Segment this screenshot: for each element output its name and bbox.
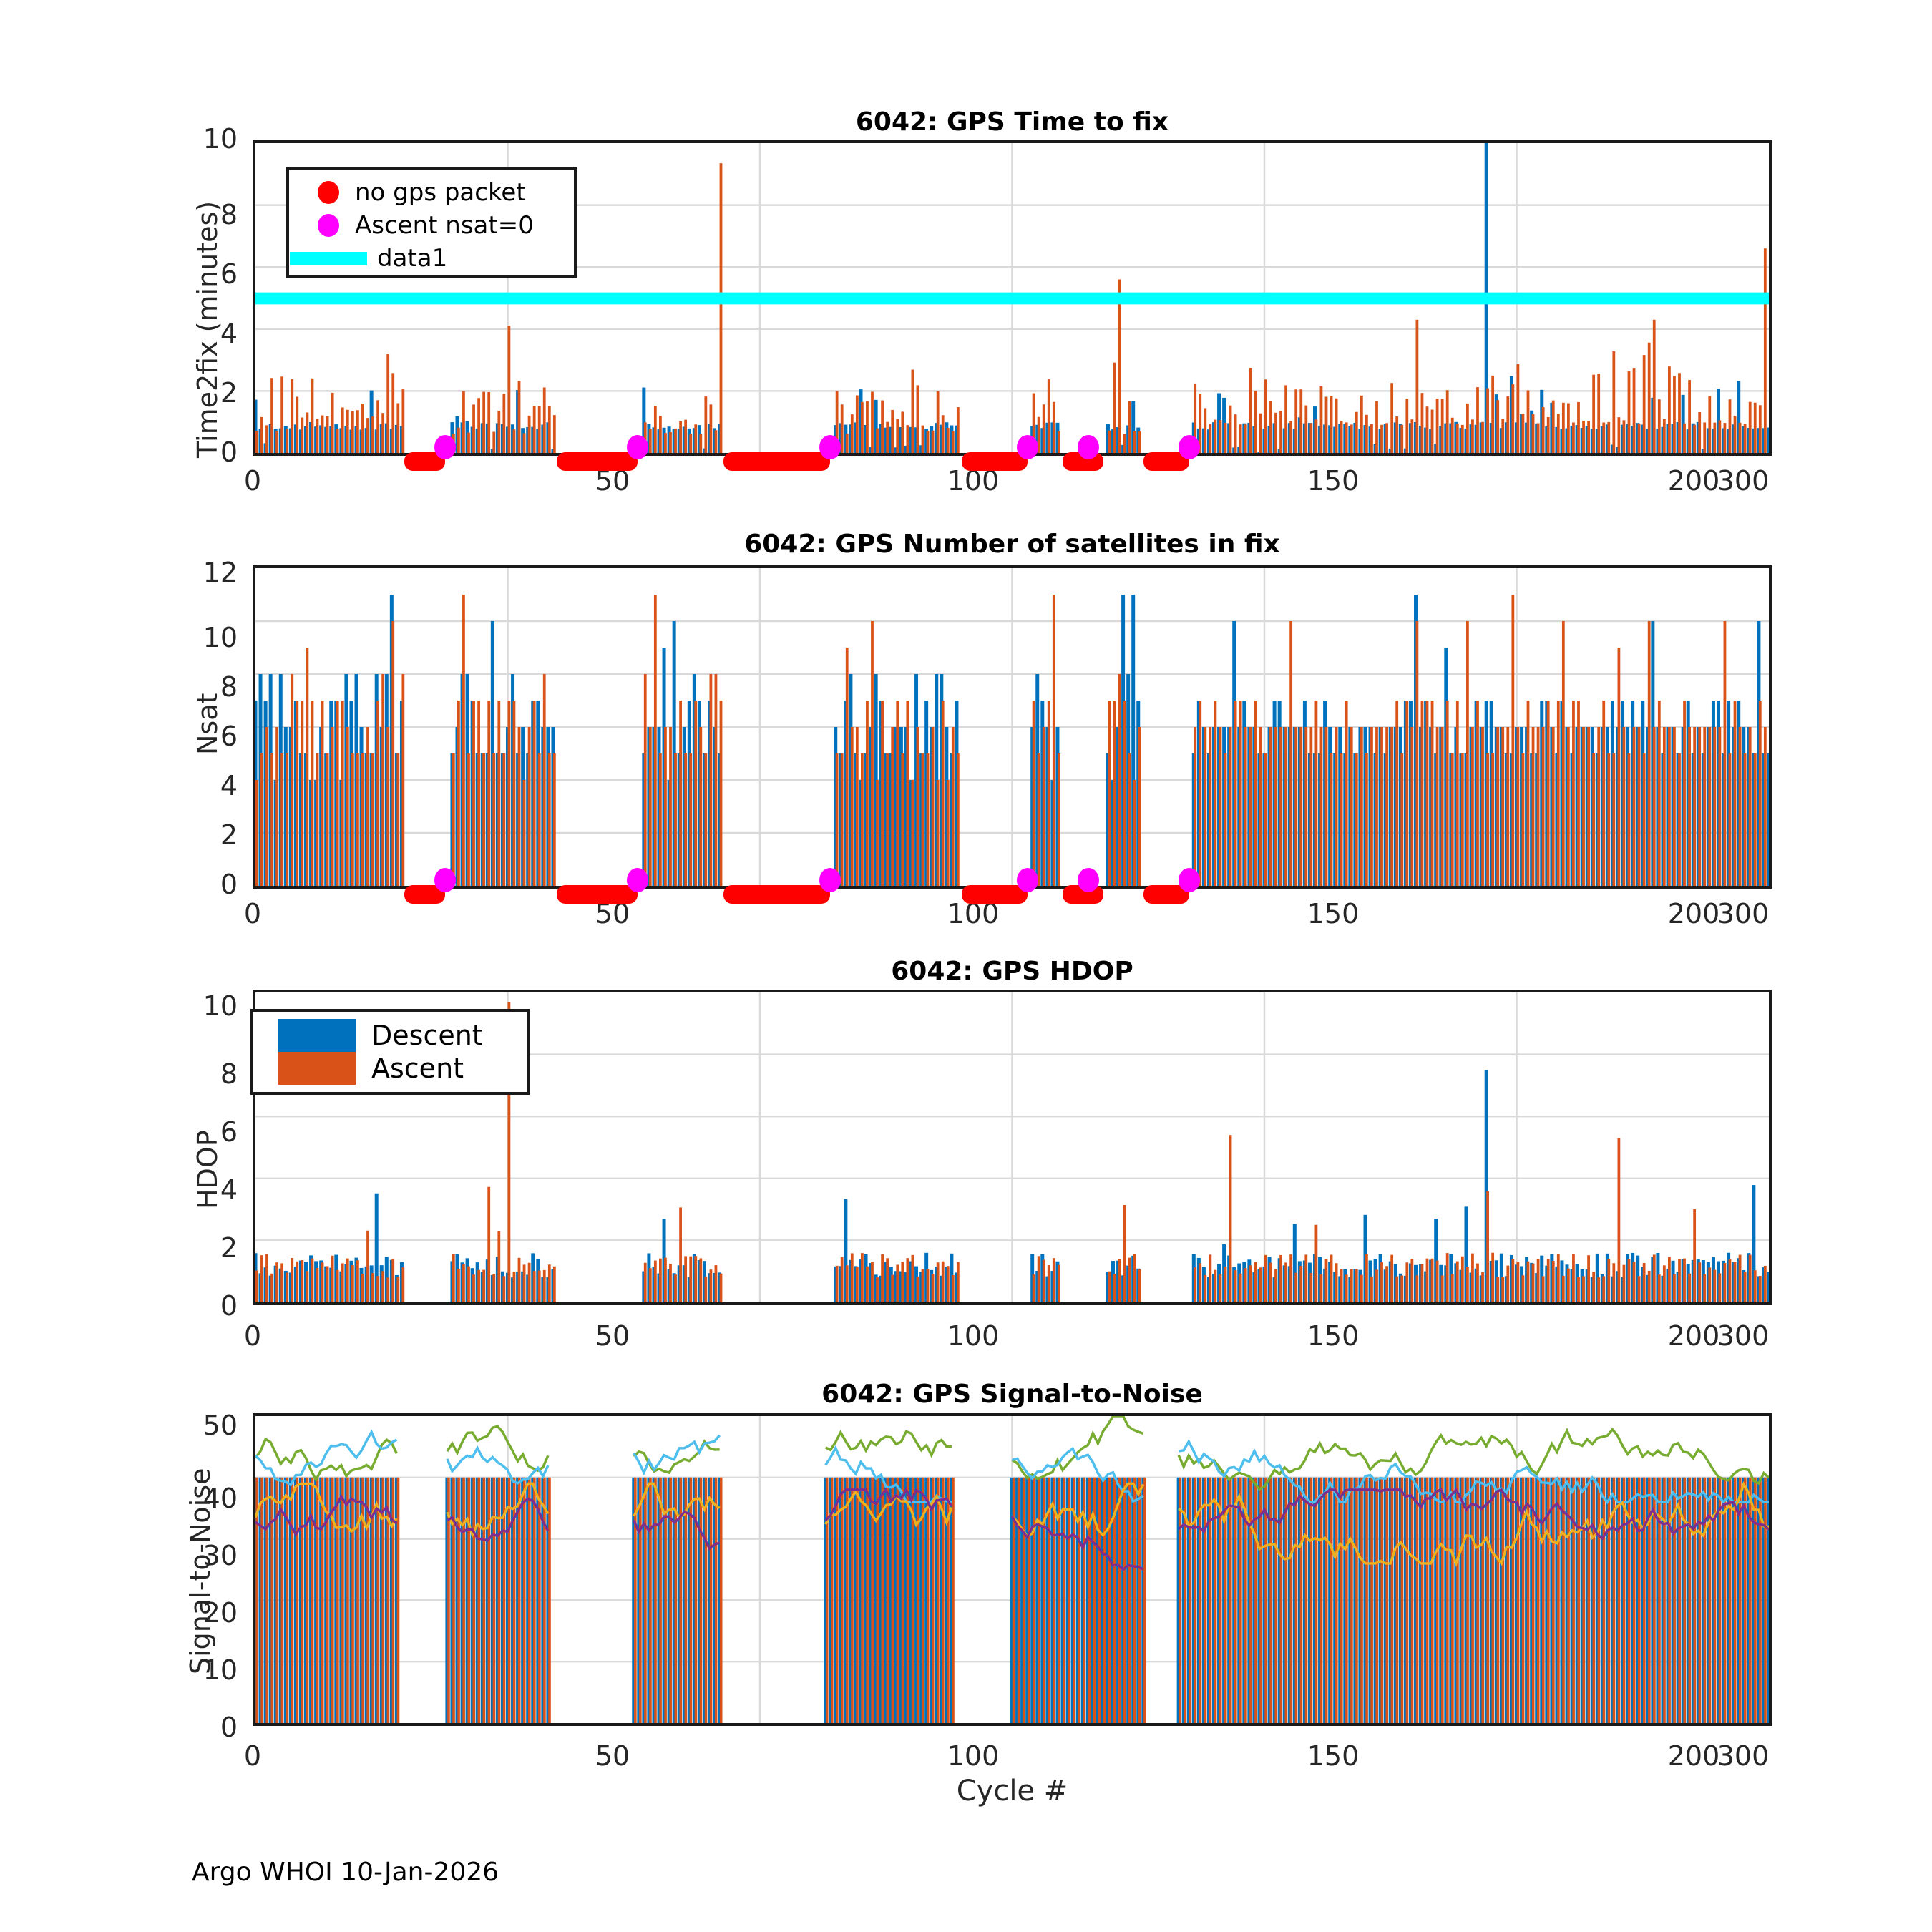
legend-label-ascent-nsat0: Ascent nsat=0: [355, 211, 534, 240]
ytick-time2fix-2: 2: [220, 377, 238, 409]
ytick-nsat-10: 10: [203, 622, 238, 653]
xtick-nsat-300: 300: [1717, 898, 1770, 930]
panel-title-snr: 6042: GPS Signal-to-Noise: [821, 1380, 1203, 1409]
no-gps-packet-segment: [723, 452, 830, 471]
ytick-hdop-0: 0: [220, 1290, 238, 1322]
legend-label-data1: data1: [377, 244, 448, 273]
ascent-nsat0-marker: [1179, 435, 1201, 459]
x-axis-label: Cycle #: [956, 1775, 1068, 1807]
legend-item-no-gps-packet: no gps packet: [318, 178, 526, 207]
ytick-time2fix-0: 0: [220, 436, 238, 468]
legend-item-descent: Descent: [278, 1019, 483, 1052]
ytick-time2fix-8: 8: [220, 199, 238, 230]
ytick-nsat-12: 12: [203, 557, 238, 588]
ascent-nsat0-marker: [434, 868, 456, 892]
no-gps-packet-segment: [723, 885, 830, 904]
ytick-snr-40: 40: [203, 1483, 238, 1514]
ytick-hdop-10: 10: [203, 990, 238, 1022]
xtick-snr-150: 150: [1307, 1740, 1360, 1772]
ytick-snr-50: 50: [203, 1410, 238, 1441]
legend-dot-ascent-nsat0: [318, 214, 339, 237]
xtick-snr-300: 300: [1717, 1740, 1770, 1772]
xtick-hdop-300: 300: [1717, 1320, 1770, 1352]
xtick-time2fix-300: 300: [1717, 465, 1770, 497]
no-gps-packet-segment: [961, 452, 1028, 471]
ytick-nsat-4: 4: [220, 770, 238, 801]
ytick-hdop-6: 6: [220, 1116, 238, 1148]
plot-area-snr: [253, 1413, 1772, 1726]
xtick-hdop-50: 50: [595, 1320, 630, 1352]
snr-bars-and-lines: [255, 1416, 1769, 1723]
ascent-nsat0-marker: [626, 435, 648, 459]
panel-title-hdop: 6042: GPS HDOP: [891, 957, 1133, 986]
time2fix-bars: [255, 143, 1769, 453]
legend-label-ascent: Ascent: [371, 1053, 464, 1084]
ytick-hdop-4: 4: [220, 1174, 238, 1206]
xtick-hdop-100: 100: [947, 1320, 1000, 1352]
no-gps-packet-segment: [961, 885, 1028, 904]
legend-label-descent: Descent: [371, 1020, 483, 1051]
ytick-snr-30: 30: [203, 1540, 238, 1571]
xtick-hdop-0: 0: [243, 1320, 262, 1352]
ascent-nsat0-marker: [1077, 435, 1099, 459]
ytick-nsat-2: 2: [220, 819, 238, 851]
ytick-time2fix-6: 6: [220, 258, 238, 290]
xtick-snr-200: 200: [1667, 1740, 1720, 1772]
figure-footer: Argo WHOI 10-Jan-2026: [192, 1858, 499, 1887]
plot-area-nsat: [253, 565, 1772, 889]
nsat-bars: [255, 568, 1769, 886]
ytick-snr-20: 20: [203, 1597, 238, 1629]
ytick-nsat-6: 6: [220, 721, 238, 752]
no-gps-packet-segment: [556, 885, 638, 904]
ytick-nsat-0: 0: [220, 869, 238, 900]
legend-line-data1: [290, 251, 367, 265]
legend-dot-no-gps-packet: [318, 181, 339, 204]
ascent-nsat0-marker: [1016, 435, 1038, 459]
ytick-time2fix-10: 10: [203, 123, 238, 155]
ascent-nsat0-marker: [819, 435, 841, 459]
legend-label-no-gps-packet: no gps packet: [355, 178, 526, 207]
xtick-hdop-200: 200: [1667, 1320, 1720, 1352]
ytick-hdop-2: 2: [220, 1232, 238, 1264]
ascent-nsat0-marker: [1016, 868, 1038, 892]
ascent-nsat0-marker: [1077, 868, 1099, 892]
ascent-nsat0-marker: [434, 435, 456, 459]
panel-title-nsat: 6042: GPS Number of satellites in fix: [744, 530, 1280, 559]
legend-item-ascent: Ascent: [278, 1052, 464, 1085]
ytick-snr-0: 0: [220, 1712, 238, 1743]
panel-title-time2fix: 6042: GPS Time to fix: [855, 107, 1169, 137]
xtick-snr-100: 100: [947, 1740, 1000, 1772]
xtick-time2fix-150: 150: [1307, 465, 1360, 497]
legend-hdop: Descent Ascent: [250, 1009, 530, 1095]
ytick-nsat-8: 8: [220, 671, 238, 703]
ytick-hdop-8: 8: [220, 1058, 238, 1090]
xtick-nsat-0: 0: [243, 898, 262, 930]
xtick-time2fix-0: 0: [243, 465, 262, 497]
ytick-time2fix-4: 4: [220, 318, 238, 349]
ytick-snr-10: 10: [203, 1654, 238, 1686]
legend-swatch-descent: [278, 1019, 356, 1052]
ascent-nsat0-marker: [1179, 868, 1201, 892]
xtick-snr-0: 0: [243, 1740, 262, 1772]
xtick-time2fix-200: 200: [1667, 465, 1720, 497]
xtick-hdop-150: 150: [1307, 1320, 1360, 1352]
ascent-nsat0-marker: [626, 868, 648, 892]
xtick-snr-50: 50: [595, 1740, 630, 1772]
legend-swatch-ascent: [278, 1052, 356, 1085]
legend-time2fix: no gps packet Ascent nsat=0 data1: [286, 167, 577, 278]
ascent-nsat0-marker: [819, 868, 841, 892]
legend-item-ascent-nsat0: Ascent nsat=0: [318, 211, 534, 240]
legend-item-data1: data1: [290, 244, 447, 273]
xtick-nsat-150: 150: [1307, 898, 1360, 930]
xtick-nsat-200: 200: [1667, 898, 1720, 930]
no-gps-packet-segment: [556, 452, 638, 471]
